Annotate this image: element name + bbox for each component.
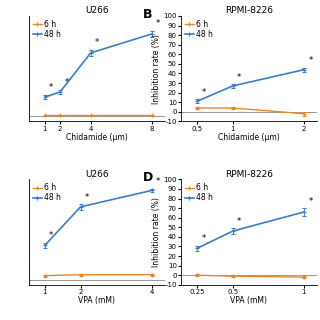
Text: *: *	[49, 84, 53, 92]
Text: *: *	[201, 88, 205, 97]
Text: *: *	[95, 38, 99, 47]
Title: RPMI-8226: RPMI-8226	[225, 6, 273, 15]
Legend: 6 h, 48 h: 6 h, 48 h	[33, 183, 61, 202]
X-axis label: Chidamide (μm): Chidamide (μm)	[218, 133, 280, 142]
X-axis label: VPA (mM): VPA (mM)	[78, 296, 115, 305]
Text: *: *	[308, 197, 313, 206]
Text: *: *	[201, 234, 205, 243]
Title: RPMI-8226: RPMI-8226	[225, 170, 273, 179]
Text: *: *	[308, 56, 313, 65]
Text: *: *	[49, 231, 53, 240]
Title: U266: U266	[85, 170, 108, 179]
Text: *: *	[237, 217, 241, 226]
Y-axis label: Inhibition rate (%): Inhibition rate (%)	[151, 197, 161, 267]
Text: B: B	[143, 8, 152, 20]
Text: *: *	[156, 19, 160, 28]
Text: *: *	[156, 177, 160, 186]
Y-axis label: Inhibition rate (%): Inhibition rate (%)	[151, 34, 161, 104]
Text: *: *	[85, 193, 89, 202]
Text: *: *	[237, 73, 241, 82]
Legend: 6 h, 48 h: 6 h, 48 h	[33, 20, 61, 39]
Text: *: *	[64, 78, 69, 87]
Legend: 6 h, 48 h: 6 h, 48 h	[185, 20, 213, 39]
X-axis label: VPA (mM): VPA (mM)	[230, 296, 268, 305]
Title: U266: U266	[85, 6, 108, 15]
Legend: 6 h, 48 h: 6 h, 48 h	[185, 183, 213, 202]
Text: D: D	[143, 171, 153, 184]
X-axis label: Chidamide (μm): Chidamide (μm)	[66, 133, 128, 142]
